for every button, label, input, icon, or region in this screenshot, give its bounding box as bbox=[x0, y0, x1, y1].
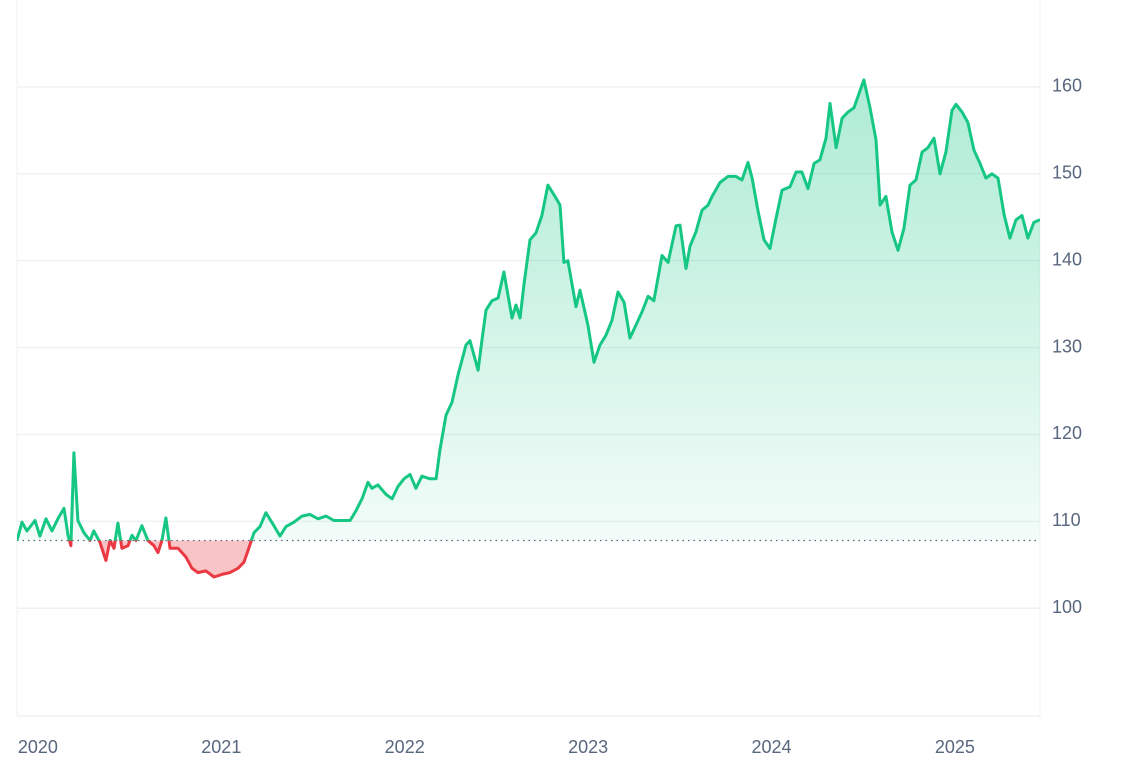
y-tick-label: 120 bbox=[1052, 423, 1082, 443]
y-tick-label: 100 bbox=[1052, 597, 1082, 617]
x-tick-label: 2025 bbox=[935, 737, 975, 757]
x-tick-label: 2021 bbox=[201, 737, 241, 757]
area-up bbox=[17, 79, 1040, 541]
y-tick-label: 140 bbox=[1052, 249, 1082, 269]
area-down bbox=[17, 540, 1040, 577]
x-tick-label: 2023 bbox=[568, 737, 608, 757]
y-tick-label: 150 bbox=[1052, 163, 1082, 183]
price-line-down bbox=[17, 540, 253, 579]
x-tick-label: 2022 bbox=[385, 737, 425, 757]
x-tick-label: 2020 bbox=[18, 737, 58, 757]
y-tick-label: 110 bbox=[1052, 510, 1081, 530]
y-tick-label: 160 bbox=[1052, 76, 1082, 96]
y-tick-label: 130 bbox=[1052, 336, 1082, 356]
price-line-up bbox=[17, 78, 1040, 541]
x-tick-label: 2024 bbox=[751, 737, 791, 757]
